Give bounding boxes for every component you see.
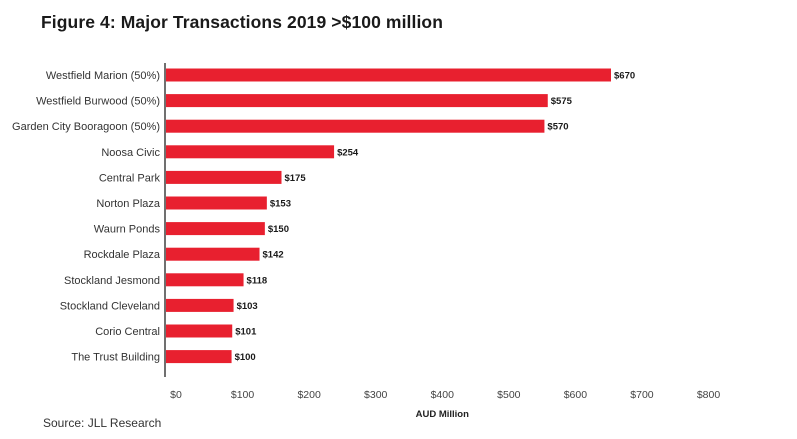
data-label: $153 xyxy=(270,199,291,210)
data-label: $118 xyxy=(247,275,268,286)
category-label: Waurn Ponds xyxy=(94,224,161,236)
source-note: Source: JLL Research xyxy=(43,416,162,430)
category-label: Norton Plaza xyxy=(96,198,160,210)
category-label: Westfield Marion (50%) xyxy=(46,70,160,82)
category-label: The Trust Building xyxy=(71,352,160,364)
bar xyxy=(166,170,282,184)
data-label: $575 xyxy=(551,96,573,107)
category-label: Corio Central xyxy=(95,326,160,338)
data-label: $103 xyxy=(237,301,258,312)
x-tick-label: $300 xyxy=(364,389,388,401)
chart-title: Figure 4: Major Transactions 2019 >$100 … xyxy=(41,12,444,32)
x-axis-ticks: $0 $100 $200 $300 $400 $500 $600 $700 $800 xyxy=(170,389,720,401)
data-label: $254 xyxy=(337,147,359,158)
bar xyxy=(166,94,548,108)
bar xyxy=(166,350,232,364)
data-label: $101 xyxy=(235,327,257,338)
data-label: $670 xyxy=(614,71,635,82)
x-tick-label: $200 xyxy=(297,389,321,401)
bar xyxy=(166,222,265,236)
category-label: Central Park xyxy=(99,172,161,184)
x-tick-label: $500 xyxy=(497,389,521,401)
bar xyxy=(166,145,335,159)
x-tick-label: $400 xyxy=(431,389,455,401)
category-label: Stockland Cleveland xyxy=(60,300,160,312)
category-label: Garden City Booragoon (50%) xyxy=(12,121,160,133)
bar xyxy=(166,324,233,338)
x-tick-label: $100 xyxy=(231,389,255,401)
x-tick-label: $0 xyxy=(170,389,182,401)
bar xyxy=(166,298,234,312)
bar xyxy=(166,273,244,287)
value-labels: $670 $575 $570 $254 $175 $153 $150 $142 $118 $103… xyxy=(235,71,636,364)
x-tick-label: $800 xyxy=(697,389,721,401)
category-label: Noosa Civic xyxy=(101,147,160,159)
data-label: $570 xyxy=(547,122,568,133)
x-tick-label: $600 xyxy=(564,389,588,401)
bar xyxy=(166,247,260,261)
bar xyxy=(166,119,545,133)
data-label: $175 xyxy=(284,173,306,184)
category-label: Westfield Burwood (50%) xyxy=(36,96,160,108)
category-label: Rockdale Plaza xyxy=(84,249,161,261)
data-label: $150 xyxy=(268,224,289,235)
bars-group xyxy=(166,68,611,364)
data-label: $142 xyxy=(263,250,284,261)
data-label: $100 xyxy=(235,352,256,363)
bar xyxy=(166,196,267,210)
x-axis-title: AUD Million xyxy=(416,409,469,420)
bar xyxy=(166,68,611,82)
category-label: Stockland Jesmond xyxy=(64,275,160,287)
x-tick-label: $700 xyxy=(630,389,654,401)
category-labels: Westfield Marion (50%) Westfield Burwood … xyxy=(12,70,161,364)
